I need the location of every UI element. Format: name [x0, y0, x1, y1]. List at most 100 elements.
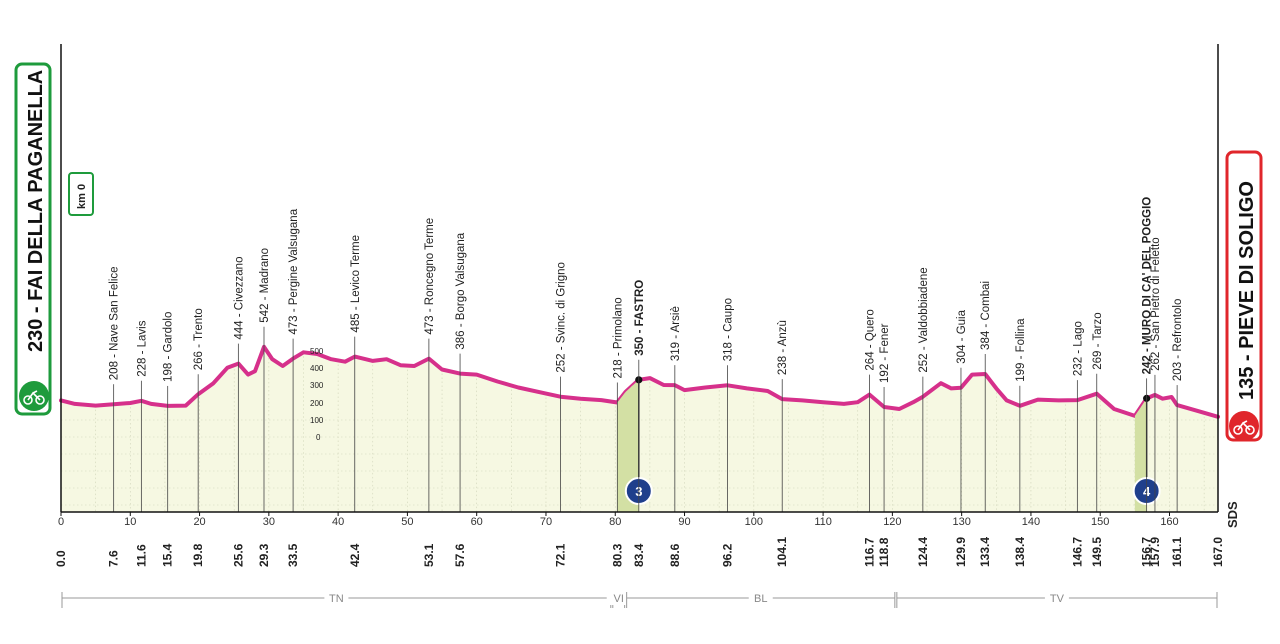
- waypoint-distance: 42.4: [348, 543, 362, 567]
- waypoint-distance: 83.4: [632, 543, 646, 567]
- waypoint-distance: 161.1: [1170, 537, 1184, 567]
- region-label-bg: [748, 591, 773, 605]
- region-label-bg: [1044, 591, 1069, 605]
- waypoint-distance: 7.6: [107, 550, 121, 567]
- waypoint-label: 203 - Refrontolo: [1172, 299, 1184, 381]
- altitude-tick: 500: [310, 347, 324, 356]
- waypoint-distance: 80.3: [610, 543, 624, 567]
- waypoint-distance: 72.1: [554, 543, 568, 567]
- waypoint-label: 473 - Pergine Valsugana: [288, 208, 300, 334]
- x-tick-label: 10: [124, 516, 136, 528]
- region-label-bg: [606, 591, 631, 605]
- waypoint-distance: 157.9: [1148, 537, 1162, 567]
- x-tick-label: 140: [1022, 516, 1040, 528]
- waypoint-distance: 15.4: [161, 543, 175, 567]
- waypoint-label: 384 - Combai: [980, 281, 992, 350]
- x-tick-label: 150: [1091, 516, 1109, 528]
- start-banner: 230 - FAI DELLA PAGANELLA: [14, 62, 52, 416]
- sds-label: SDS: [1225, 501, 1240, 528]
- waypoint-distance: 118.8: [877, 537, 891, 567]
- waypoint-label: 444 - Civezzano: [233, 257, 245, 340]
- x-tick-label: 60: [471, 516, 483, 528]
- finish-banner: 135 - PIEVE DI SOLIGO: [1225, 150, 1263, 442]
- waypoint-distance: 149.5: [1090, 537, 1104, 567]
- waypoint-label: 318 - Caupo: [722, 298, 734, 361]
- waypoint-label: 242 - MURO DI CA' DEL POGGIO: [1142, 197, 1154, 375]
- waypoint-label: 350 - FASTRO: [634, 280, 646, 356]
- km-zero-box: km 0: [68, 172, 94, 216]
- waypoint-label: 485 - Levico Terme: [350, 235, 362, 333]
- waypoint-label: 266 - Trento: [193, 308, 205, 370]
- region-label: TV: [1050, 593, 1065, 605]
- waypoint-distance: 138.4: [1013, 537, 1027, 567]
- axis-layer: 0 10 20 30 40 50 60 70 80 90 100 110 120 130 140 150 160…: [54, 44, 1225, 567]
- waypoint-label: 319 - Arsiè: [670, 306, 682, 361]
- waypoint-layer: 208 - Nave San Felice 228 - Lavis 198 - Ga…: [109, 197, 1184, 512]
- region-label: VI: [614, 593, 624, 605]
- waypoint-label: 262 - San Pietro di Feletto: [1150, 237, 1162, 371]
- waypoint-label: 264 - Quero: [865, 309, 877, 370]
- waypoint-distance: 53.1: [422, 543, 436, 567]
- waypoint-distance: 116.7: [863, 537, 877, 567]
- waypoint-distance: 25.6: [231, 543, 245, 567]
- waypoint-distance: 11.6: [134, 544, 148, 567]
- x-tick-label: 40: [332, 516, 344, 528]
- bike-icon: [23, 390, 45, 405]
- waypoint-distance: 29.3: [257, 543, 271, 567]
- waypoint-label: 473 - Roncegno Terme: [424, 218, 436, 335]
- waypoint-label: 218 - Primolano: [612, 297, 624, 378]
- waypoint-distance: 96.2: [720, 543, 734, 567]
- waypoint-label: 238 - Anzù: [777, 320, 789, 375]
- waypoint-label: 386 - Borgo Valsugana: [455, 232, 467, 349]
- start-banner-frame: [14, 62, 52, 416]
- x-tick-label: 160: [1160, 516, 1178, 528]
- altitude-scale: 500 400 300 200 100 0: [310, 347, 324, 442]
- waypoint-distance: 167.0: [1211, 537, 1225, 567]
- finish-bike-badge: [1229, 411, 1259, 441]
- waypoint-distance: 88.6: [668, 543, 682, 567]
- x-tick-label: 20: [193, 516, 205, 528]
- x-tick-label: 100: [745, 516, 763, 528]
- x-tick-label: 70: [540, 516, 552, 528]
- x-tick-label: 110: [814, 516, 832, 528]
- waypoint-distance: 57.6: [453, 543, 467, 567]
- region-label: TN: [329, 593, 344, 605]
- waypoint-distance: 33.5: [286, 543, 300, 567]
- waypoint-label: 198 - Gardolo: [163, 312, 175, 382]
- x-tick-label: 30: [263, 516, 275, 528]
- x-tick-label: 90: [678, 516, 690, 528]
- waypoint-distance: 0.0: [54, 550, 68, 567]
- waypoint-distance: 133.4: [978, 537, 992, 567]
- region-layer: TN VI BL TV: [61, 591, 1218, 608]
- waypoint-label: 252 - Valdobbiadene: [918, 267, 930, 372]
- waypoint-label: 542 - Madrano: [259, 248, 271, 323]
- x-tick-label: 120: [883, 516, 901, 528]
- x-tick-label: 50: [401, 516, 413, 528]
- altitude-tick: 200: [310, 399, 324, 408]
- start-label: 230 - FAI DELLA PAGANELLA: [25, 70, 47, 352]
- altitude-tick: 400: [310, 364, 324, 373]
- waypoint-label: 232 - Lago: [1072, 321, 1084, 376]
- start-bike-badge: [19, 381, 49, 411]
- altitude-tick: 0: [316, 433, 321, 442]
- waypoint-distance: 156.7: [1140, 537, 1154, 567]
- finish-bike-icon: [1233, 420, 1255, 435]
- waypoint-distance: 104.1: [775, 537, 789, 567]
- x-tick-label: 0: [58, 516, 64, 528]
- waypoint-label: 208 - Nave San Felice: [109, 266, 121, 380]
- waypoint-label: 199 - Follina: [1015, 318, 1027, 382]
- km-zero-label: km 0: [76, 184, 88, 209]
- waypoint-label: 304 - Guia: [956, 309, 968, 363]
- waypoint-distance: 124.4: [916, 537, 930, 567]
- altitude-tick: 300: [310, 381, 324, 390]
- altitude-tick: 100: [310, 416, 324, 425]
- waypoint-label: 228 - Lavis: [136, 320, 148, 377]
- waypoint-distance: 19.8: [191, 543, 205, 567]
- waypoint-label: 192 - Fener: [879, 323, 891, 383]
- waypoint-distance: 146.7: [1070, 537, 1084, 567]
- waypoint-label: 252 - Svinc. di Grigno: [556, 262, 568, 373]
- x-tick-label: 80: [609, 516, 621, 528]
- region-label: BL: [754, 593, 767, 605]
